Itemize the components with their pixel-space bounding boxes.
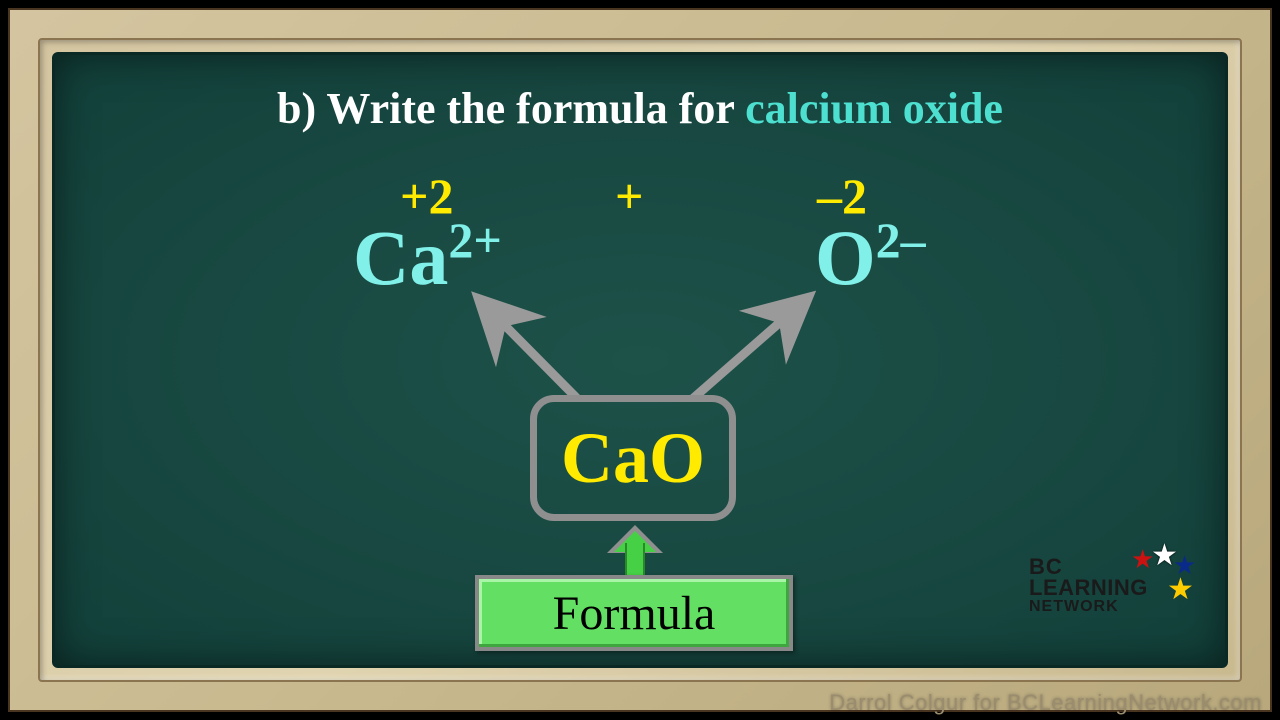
formula-box: CaO [530, 395, 736, 521]
star-icon-yellow: ★ [1167, 575, 1194, 605]
cation-superscript: 2+ [448, 212, 502, 268]
formula-label-text: Formula [553, 586, 716, 641]
cation-ion: Ca2+ [353, 213, 502, 303]
wooden-frame-outer: b) Write the formula for calcium oxide +… [8, 8, 1272, 712]
arrow-to-anion [693, 308, 796, 398]
credit-text: Darrol Colgur for BCLearningNetwork.com [829, 690, 1262, 716]
arrow-up-icon [607, 525, 663, 581]
question-prefix: b) Write the formula for [277, 84, 745, 133]
cation-symbol: Ca [353, 214, 448, 301]
question-text: b) Write the formula for calcium oxide [55, 83, 1225, 134]
arrow-to-cation [490, 310, 577, 398]
formula-text: CaO [561, 417, 705, 500]
anion-ion: O2– [815, 213, 926, 303]
wooden-frame-inner: b) Write the formula for calcium oxide +… [38, 38, 1242, 682]
anion-superscript: 2– [876, 212, 926, 268]
question-highlight: calcium oxide [745, 84, 1003, 133]
logo-line3: NETWORK [1029, 599, 1148, 614]
combine-symbol: + [615, 167, 644, 225]
formula-label-box: Formula [475, 575, 793, 651]
anion-symbol: O [815, 214, 876, 301]
chalkboard: b) Write the formula for calcium oxide +… [52, 52, 1228, 668]
logo-line2: LEARNING [1029, 578, 1148, 599]
bc-learning-network-logo: BC LEARNING NETWORK ★ ★ ★ ★ [1029, 549, 1197, 629]
